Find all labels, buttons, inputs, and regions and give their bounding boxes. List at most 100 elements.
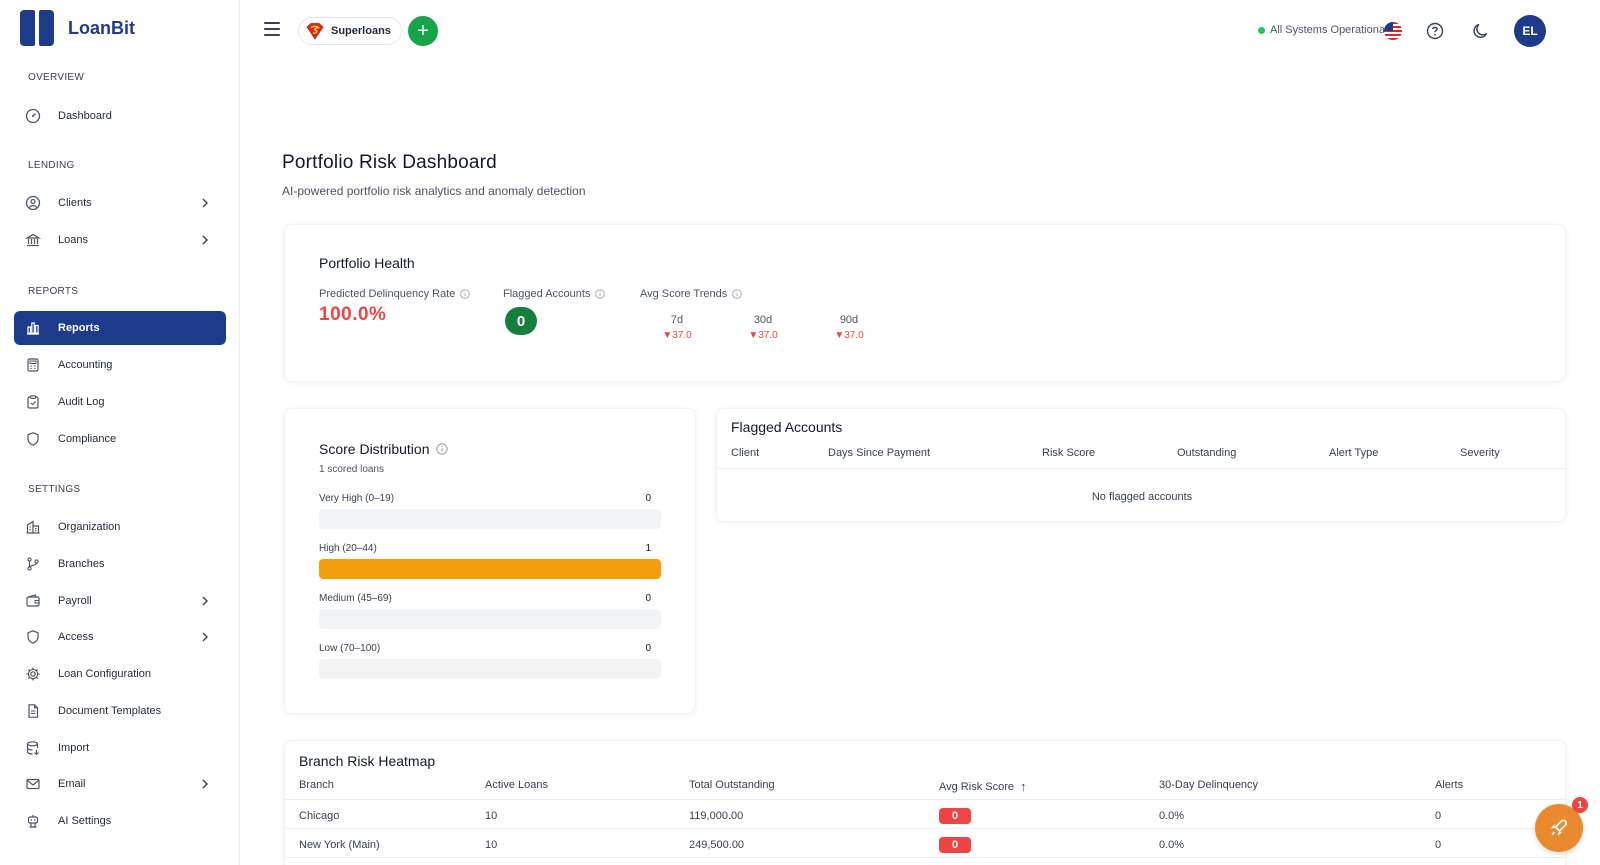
column-header[interactable]: Outstanding [1177,447,1237,459]
sidebar-item-loan-configuration[interactable]: Loan Configuration [14,657,226,691]
dist-row-label: Very High (0–19) [319,493,395,504]
portfolio-health-title: Portfolio Health [319,255,415,271]
dist-bar-track [319,659,661,679]
sidebar-item-label: Compliance [58,433,117,445]
help-icon[interactable] [1425,21,1445,41]
column-header[interactable]: Alerts [1435,779,1464,791]
info-icon[interactable] [732,289,742,299]
avg-risk-score-header[interactable]: Avg Risk Score ↑ [939,779,1027,794]
column-header[interactable]: Days Since Payment [828,447,931,459]
add-button[interactable]: + [408,16,438,46]
loanbit-logo-icon [20,10,56,46]
chevron-right-icon [198,233,212,247]
delinquency-label-text: Predicted Delinquency Rate [319,288,456,300]
trend-period: 30d [753,314,773,326]
trends-label: Avg Score Trends [640,288,742,300]
sidebar-item-import[interactable]: Import [14,731,226,765]
trend-30d: 30d ▼37.0 [733,314,793,341]
sidebar-item-label: Payroll [58,595,92,607]
brand[interactable]: LoanBit [20,10,135,46]
user-circle-icon [24,194,42,212]
info-icon[interactable] [460,289,471,299]
column-header[interactable]: Risk Score [1042,447,1096,459]
sidebar-item-email[interactable]: Email [14,767,226,801]
delinquency-value: 100.0% [319,304,387,325]
column-header[interactable]: Branch [299,779,334,791]
dist-bar-fill [319,559,661,579]
sidebar-item-document-templates[interactable]: Document Templates [14,694,226,728]
sidebar-item-label: Access [58,631,94,643]
info-icon[interactable] [595,289,606,299]
trend-7d: 7d ▼37.0 [647,314,707,341]
trend-value: ▼37.0 [748,330,778,341]
delinquency-cell: 0.0% [1159,810,1185,822]
sidebar-item-label: Clients [58,197,92,209]
branch-risk-heatmap-card: Branch Risk Heatmap Branch Active Loans … [284,740,1567,865]
sidebar-item-reports[interactable]: Reports [14,311,226,345]
column-header[interactable]: Total Outstanding [689,779,775,791]
robot-icon [24,812,42,830]
score-distribution-subtitle: 1 scored loans [319,464,385,475]
sidebar-item-accounting[interactable]: Accounting [14,348,226,382]
column-header[interactable]: 30-Day Delinquency [1159,779,1259,791]
flagged-accounts-title: Flagged Accounts [731,419,843,435]
sidebar-item-dashboard[interactable]: Dashboard [14,99,226,133]
sidebar-item-label: Email [58,778,86,790]
outstanding-cell: 249,500.00 [689,839,745,851]
moon-icon[interactable] [1471,21,1491,41]
superhero-shield-icon [305,21,325,41]
delinquency-label: Predicted Delinquency Rate [319,288,471,300]
sidebar-item-compliance[interactable]: Compliance [14,422,226,456]
launch-fab[interactable] [1535,804,1583,852]
shield-icon [24,430,42,448]
branch-cell: New York (Main) [299,839,380,851]
branch-cell: Chicago [299,810,340,822]
score-distribution-header: Score Distribution [319,441,448,457]
score-distribution-title: Score Distribution [319,441,430,457]
org-switcher[interactable]: Superloans [298,17,402,45]
alerts-cell: 0 [1435,839,1442,851]
flagged-count-badge[interactable]: 0 [505,307,537,335]
us-flag-icon[interactable] [1384,22,1402,40]
column-header[interactable]: Active Loans [485,779,548,791]
chevron-right-icon [198,594,212,608]
bank-icon [24,231,42,249]
divider [717,468,1567,469]
risk-score-badge: 0 [939,837,971,853]
sidebar-item-audit-log[interactable]: Audit Log [14,385,226,419]
sidebar: LoanBit OVERVIEW Dashboard LENDING Clien… [0,0,240,865]
document-icon [24,702,42,720]
sidebar-item-organization[interactable]: Organization [14,510,226,544]
org-name: Superloans [331,25,391,37]
info-icon[interactable] [435,443,448,455]
sidebar-item-ai-settings[interactable]: AI Settings [14,804,226,838]
flagged-accounts-card: Flagged Accounts Client Days Since Payme… [716,408,1567,522]
sidebar-item-payroll[interactable]: Payroll [14,584,226,618]
divider [285,828,1567,829]
dist-row-count: 0 [645,493,651,504]
bar-chart-icon [24,319,42,337]
column-header[interactable]: Client [731,447,760,459]
system-status[interactable]: All Systems Operational [1258,24,1387,36]
gear-icon [24,665,42,683]
dist-row-count: 0 [645,643,651,654]
building-icon [24,518,42,536]
chevron-right-icon [198,777,212,791]
sidebar-item-branches[interactable]: Branches [14,547,226,581]
sidebar-item-label: Accounting [58,359,113,371]
column-header[interactable]: Alert Type [1329,447,1379,459]
dist-row-count: 0 [645,593,651,604]
sidebar-item-clients[interactable]: Clients [14,186,226,220]
clipboard-icon [24,393,42,411]
menu-icon[interactable] [264,22,280,36]
avatar[interactable]: EL [1514,15,1546,47]
column-header[interactable]: Severity [1460,447,1500,459]
sidebar-item-loans[interactable]: Loans [14,223,226,257]
portfolio-health-card: Portfolio Health Predicted Delinquency R… [284,224,1566,382]
sidebar-item-label: Loans [58,234,88,246]
score-distribution-card: Score Distribution 1 scored loans Very H… [284,408,696,714]
chevron-right-icon [198,196,212,210]
alerts-cell: 0 [1435,810,1442,822]
sidebar-item-access[interactable]: Access [14,620,226,654]
sidebar-item-label: Import [58,742,90,754]
